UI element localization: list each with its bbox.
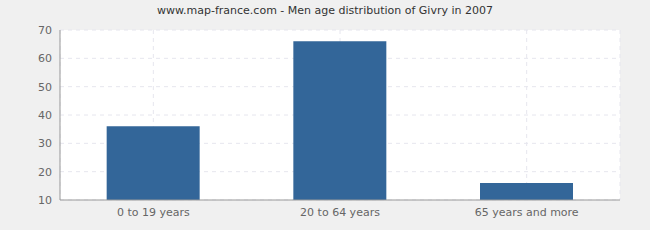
svg-text:30: 30 bbox=[38, 137, 52, 150]
svg-text:10: 10 bbox=[38, 194, 52, 207]
svg-text:20: 20 bbox=[38, 166, 52, 179]
svg-text:40: 40 bbox=[38, 109, 52, 122]
html-text:www.map-france.com - Men age d: www.map-france.com - Men age distributio… bbox=[157, 4, 493, 17]
svg-text:70: 70 bbox=[38, 24, 52, 37]
svg-text:60: 60 bbox=[38, 52, 52, 65]
svg-text:20 to 64 years: 20 to 64 years bbox=[300, 206, 380, 219]
svg-text:65 years and more: 65 years and more bbox=[475, 206, 579, 219]
svg-text:0 to 19 years: 0 to 19 years bbox=[117, 206, 190, 219]
svg-text:50: 50 bbox=[38, 81, 52, 94]
